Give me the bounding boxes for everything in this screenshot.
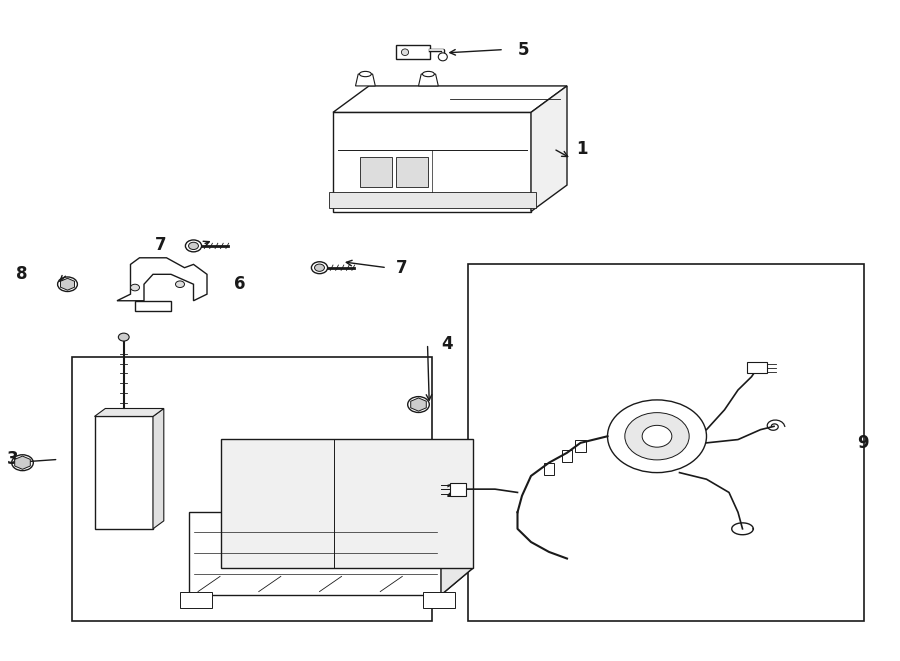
Bar [575,440,586,452]
Text: 8: 8 [15,265,27,284]
Ellipse shape [401,49,409,56]
Text: 3: 3 [6,450,18,469]
Ellipse shape [119,333,130,341]
Text: 4: 4 [441,334,453,353]
Ellipse shape [359,71,372,77]
Polygon shape [189,512,441,595]
Polygon shape [189,568,473,595]
Ellipse shape [408,397,429,412]
Polygon shape [356,74,375,86]
Polygon shape [117,258,207,301]
Bar [180,592,211,608]
Polygon shape [410,398,427,411]
Text: 7: 7 [155,235,166,254]
Text: 6: 6 [234,275,246,293]
Polygon shape [531,86,567,212]
Bar [544,463,554,475]
Bar [747,362,767,373]
Ellipse shape [422,71,435,77]
Polygon shape [333,112,531,212]
Polygon shape [94,408,164,416]
Bar [94,416,153,529]
Polygon shape [441,457,472,595]
Ellipse shape [130,284,140,291]
Text: 9: 9 [857,434,868,452]
Ellipse shape [608,400,706,473]
Text: 2: 2 [446,483,457,502]
Ellipse shape [12,455,33,471]
Bar [423,592,454,608]
Ellipse shape [438,53,447,61]
Bar [450,483,466,496]
Polygon shape [60,278,75,290]
Text: 5: 5 [518,40,529,59]
Polygon shape [328,192,536,208]
Ellipse shape [311,262,328,274]
Ellipse shape [643,426,671,447]
Ellipse shape [176,281,184,288]
Bar [396,45,430,59]
Ellipse shape [315,264,324,271]
Polygon shape [220,439,472,568]
Ellipse shape [58,277,77,292]
Bar [562,450,572,462]
Text: 1: 1 [576,139,588,158]
Bar [396,157,428,186]
Polygon shape [14,456,31,469]
Ellipse shape [189,243,198,249]
Bar [468,264,864,621]
Bar [360,157,392,186]
Bar [72,357,432,621]
Ellipse shape [185,240,202,252]
Polygon shape [153,408,164,529]
Polygon shape [135,301,171,311]
Text: 7: 7 [396,258,408,277]
Polygon shape [333,86,567,112]
Ellipse shape [625,412,689,460]
Polygon shape [418,74,438,86]
